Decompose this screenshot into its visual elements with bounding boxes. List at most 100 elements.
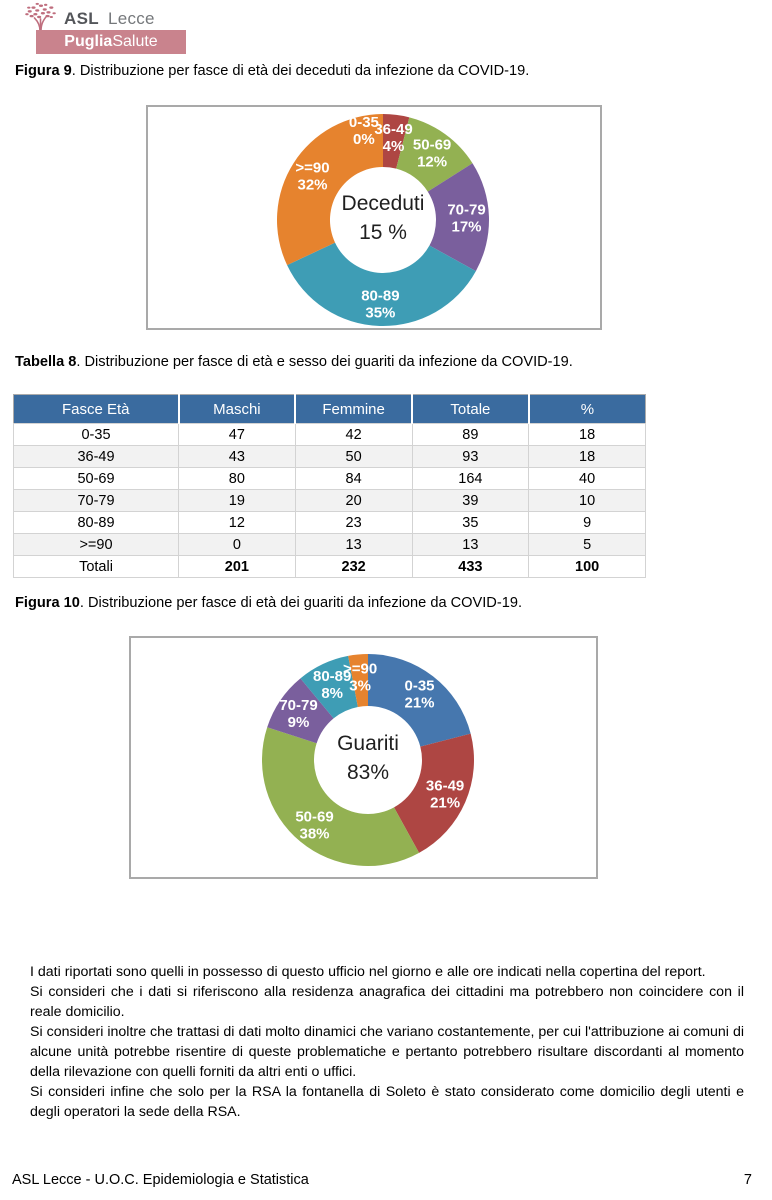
table-cell: 80: [178, 467, 296, 490]
slice-label-0-35: 0-35 21%: [404, 678, 434, 712]
page-number: 7: [743, 1172, 752, 1188]
table-cell: Totali: [13, 555, 179, 578]
figura9-caption-number: Figura 9: [15, 63, 72, 79]
table-cell: 39: [411, 489, 530, 512]
table-cell: 80-89: [13, 511, 179, 534]
figura10-caption: Figura 10. Distribuzione per fasce di et…: [15, 595, 522, 611]
olive-tree-icon: [25, 2, 56, 32]
figura10-caption-text: . Distribuzione per fasce di età dei gua…: [79, 595, 522, 611]
notes-block: I dati riportati sono quelli in possesso…: [30, 962, 744, 1122]
footer-organization: ASL Lecce - U.O.C. Epidemiologia e Stati…: [12, 1172, 309, 1188]
brand-puglia: Puglia: [64, 33, 113, 50]
table-body: 0-35 47 42 89 18 36-49 43 50 93 18 50-69 80 84 164 40 7…: [13, 423, 646, 578]
table-cell: 12: [178, 511, 296, 534]
note-paragraph: Si consideri infine che solo per la RSA …: [30, 1084, 744, 1120]
table-cell: 201: [178, 555, 296, 578]
table-cell: 9: [528, 511, 646, 534]
tabella8: Fasce Età Maschi Femmine Totale% 0-35 47 42 89…: [13, 394, 646, 578]
table-cell: 10: [528, 489, 646, 512]
figura9-caption: Figura 9. Distribuzione per fasce di età…: [15, 63, 529, 79]
table-cell: 36-49: [13, 445, 179, 468]
slice-label-36-49: 36-49 4%: [374, 121, 412, 155]
column-header: Totale: [411, 394, 529, 424]
donut-slice-50-69: [261, 727, 420, 867]
table-cell: 93: [411, 445, 530, 468]
table-cell: 70-79: [13, 489, 179, 512]
slice-label-80-89: 80-89 35%: [361, 288, 399, 322]
slice-label-50-69: 50-69 38%: [295, 809, 333, 843]
donut-slice-36-49: [394, 733, 475, 853]
table-cell: >=90: [13, 533, 179, 556]
table-cell: 18: [528, 423, 646, 446]
logo-asl: ASL: [64, 9, 99, 28]
table-cell: 35: [411, 511, 530, 534]
table-cell: 89: [411, 423, 530, 446]
slice-label->=90: >=90 32%: [295, 159, 329, 193]
donut-slice-70-79: [267, 678, 334, 744]
figura9-caption-text: . Distribuzione per fasce di età dei dec…: [71, 63, 530, 79]
donut-slice->=90: [277, 114, 383, 266]
pugliasalute-brand-box: Puglia Salute: [36, 30, 186, 54]
tabella8-caption-number: Tabella 8: [15, 354, 77, 370]
table-cell: 5: [528, 533, 646, 556]
table-cell: 47: [178, 423, 296, 446]
note-paragraph: Si consideri che i dati si riferiscono a…: [30, 984, 744, 1020]
logo-lecce: Lecce: [107, 9, 155, 28]
column-header: Maschi: [177, 394, 296, 424]
donut-plot: 0-35 0%36-49 4% 50-69 12% 70-79 17% 80-89 35% >=9…: [277, 114, 490, 327]
slice-label-50-69: 50-69 12%: [413, 136, 451, 170]
table-totals-row: Totali 201 232 433 100: [13, 555, 646, 578]
table-cell: 232: [294, 555, 413, 578]
table-cell: 0: [178, 533, 296, 556]
donut-slice->=90: [348, 654, 368, 707]
table-row: >=90 0 13 13 5: [13, 533, 646, 556]
note-paragraph: I dati riportati sono quelli in possesso…: [30, 964, 706, 980]
table-cell: 100: [528, 555, 646, 578]
table-cell: 23: [294, 511, 413, 534]
table-head: Fasce Età Maschi Femmine Totale%: [13, 394, 646, 424]
table-cell: 13: [294, 533, 413, 556]
table-row: 70-79 19 20 39 10: [13, 489, 646, 512]
table-cell: 40: [528, 467, 646, 490]
tabella8-caption: Tabella 8. Distribuzione per fasce di et…: [15, 354, 573, 370]
table-cell: 433: [411, 555, 530, 578]
slice-label-80-89: 80-89 8%: [313, 668, 351, 702]
table-cell: 43: [178, 445, 296, 468]
table-cell: 84: [294, 467, 413, 490]
donut-slice-70-79: [427, 163, 490, 272]
figura10-caption-number: Figura 10: [15, 595, 80, 611]
slice-label-70-79: 70-79 17%: [447, 201, 485, 235]
table-cell: 19: [178, 489, 296, 512]
brand-salute: Salute: [112, 33, 158, 50]
slice-label-36-49: 36-49 21%: [426, 777, 464, 811]
table-cell: 50-69: [13, 467, 179, 490]
column-header: %: [527, 394, 646, 424]
table-cell: 0-35: [13, 423, 179, 446]
table-cell: 13: [411, 533, 530, 556]
table-cell: 42: [294, 423, 413, 446]
table-row: 50-69 80 84 164 40: [13, 467, 646, 490]
donut-slice-36-49: [383, 114, 410, 169]
table-row: 80-89 12 23 35 9: [13, 511, 646, 534]
donut-slice-80-89: [300, 655, 358, 719]
slice-label-70-79: 70-79 9%: [279, 697, 317, 731]
figura9-donut-chart: 0-35 0% 36-49 4% 50-69 12% 70-79 17% 80-89 35% >=9…: [146, 105, 602, 330]
asl-lecce-logo: ASL Lecce Puglia Salute: [22, 2, 192, 54]
table-cell: 18: [528, 445, 646, 468]
figura10-donut-chart: 0-35 21% 36-49 21% 50-69 38% 70-79 9% 80-89 8% >=9…: [129, 636, 598, 879]
donut-center-label: Guariti 83%: [337, 732, 399, 784]
logo-text: ASL Lecce: [64, 9, 155, 29]
donut-slice-80-89: [287, 242, 476, 327]
note-paragraph: Si consideri inoltre che trattasi di dat…: [30, 1024, 744, 1080]
donut-slice-50-69: [396, 117, 473, 192]
table-cell: 50: [294, 445, 413, 468]
table-header-row: Fasce Età Maschi Femmine Totale%: [13, 394, 646, 424]
slice-label->=90: >=90 3%: [343, 660, 377, 694]
donut-center-label: Deceduti 15 %: [342, 192, 425, 244]
tabella8-caption-text: . Distribuzione per fasce di età e sesso…: [76, 354, 573, 370]
table-row: 36-49 43 50 93 18: [13, 445, 646, 468]
slice-label-0-35: 0-35 0%: [349, 114, 379, 148]
column-header: Fasce Età: [13, 394, 179, 424]
donut-slice-0-35: [368, 654, 471, 747]
